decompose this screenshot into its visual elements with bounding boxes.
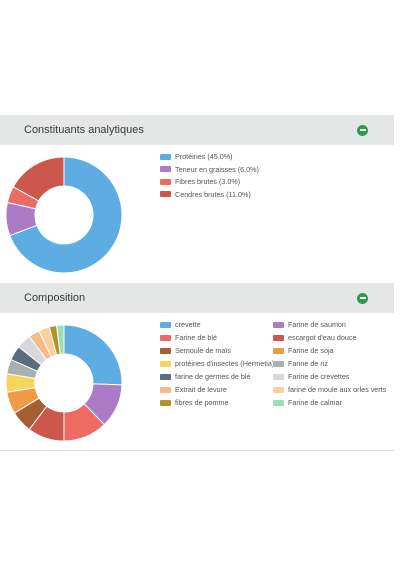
legend-swatch [160,166,171,172]
legend-swatch [160,334,171,341]
analytic-donut-chart [5,156,123,274]
legend-swatch [160,386,171,393]
legend-item[interactable]: Protéines (45.0%) [160,152,233,161]
legend-swatch [160,321,171,328]
legend-label: Farine de saumon [288,320,346,329]
analytic-panel: Constituants analytiques Protéines (45.0… [0,115,394,274]
legend-label: Farine de calmar [288,398,342,407]
legend-item[interactable]: fibres de pomme [160,398,229,407]
legend-label: Farine de crevettes [288,372,350,381]
legend-swatch [160,191,171,197]
legend-label: farine de moule aux orles verts [288,385,387,394]
legend-label: crevette [175,320,201,329]
legend-swatch [160,347,171,354]
composition-donut-chart [5,324,123,442]
legend-item[interactable]: Cendres brutes (11.0%) [160,190,251,199]
legend-item[interactable]: Semoule de maïs [160,346,231,355]
legend-item[interactable]: Farine de crevettes [273,372,350,381]
legend-swatch [160,178,171,185]
composition-panel-title: Composition [24,292,86,304]
legend-item[interactable]: Farine de blé [160,333,217,342]
analytic-panel-title: Constituants analytiques [24,124,144,136]
legend-label: escargot d'eau douce [288,333,357,342]
analytic-panel-header[interactable]: Constituants analytiques [0,115,394,145]
legend-swatch [273,334,284,341]
legend-swatch [273,373,284,380]
donut-slice-3[interactable] [12,156,65,202]
donut-slice-0[interactable] [63,324,123,386]
legend-item[interactable]: farine de germes de blé [160,372,251,381]
legend-label: Extrait de levure [175,385,227,394]
legend-swatch [160,373,171,380]
legend-label: Semoule de maïs [175,346,231,355]
legend-item[interactable]: Farine de soja [273,346,334,355]
legend-item[interactable]: Farine de calmar [273,398,342,407]
legend-item[interactable]: protéines d'insectes (Hermetia) [160,359,274,368]
legend-label: protéines d'insectes (Hermetia) [175,359,275,368]
legend-item[interactable]: Extrait de levure [160,385,227,394]
legend-swatch [273,399,284,406]
section-divider [0,450,394,451]
legend-item[interactable]: Farine de saumon [273,320,346,329]
donut-slice-0[interactable] [9,156,123,274]
legend-label: fibres de pomme [175,398,229,407]
legend-item[interactable]: farine de moule aux orles verts [273,385,386,394]
legend-label: farine de germes de blé [175,372,251,381]
legend-swatch [160,153,171,160]
legend-item[interactable]: Teneur en graisses (6.0%) [160,165,259,174]
legend-swatch [160,399,171,406]
legend-swatch [273,360,284,367]
minus-circle-icon[interactable] [357,124,368,136]
legend-item[interactable]: escargot d'eau douce [273,333,357,342]
legend-label: Teneur en graisses (6.0%) [175,164,259,174]
legend-item[interactable]: Fibres brutes (3.0%) [160,177,240,186]
legend-swatch [273,347,284,354]
legend-label: Fibres brutes (3.0%) [175,177,241,186]
legend-label: Farine de riz [288,359,328,368]
legend-swatch [273,321,284,328]
composition-panel: Composition crevette Farine de saumon Fari… [0,283,394,450]
legend-item[interactable]: Farine de riz [273,359,328,368]
minus-circle-icon[interactable] [357,292,368,304]
legend-label: Farine de soja [288,346,334,355]
legend-swatch [273,386,284,393]
donut-slice-13[interactable] [56,324,65,355]
legend-label: Farine de blé [175,333,217,342]
legend-label: Cendres brutes (11.0%) [175,189,251,199]
legend-item[interactable]: crevette [160,320,201,329]
legend-swatch [160,360,171,367]
composition-panel-header[interactable]: Composition [0,283,394,313]
legend-label: Protéines (45.0%) [175,152,233,161]
